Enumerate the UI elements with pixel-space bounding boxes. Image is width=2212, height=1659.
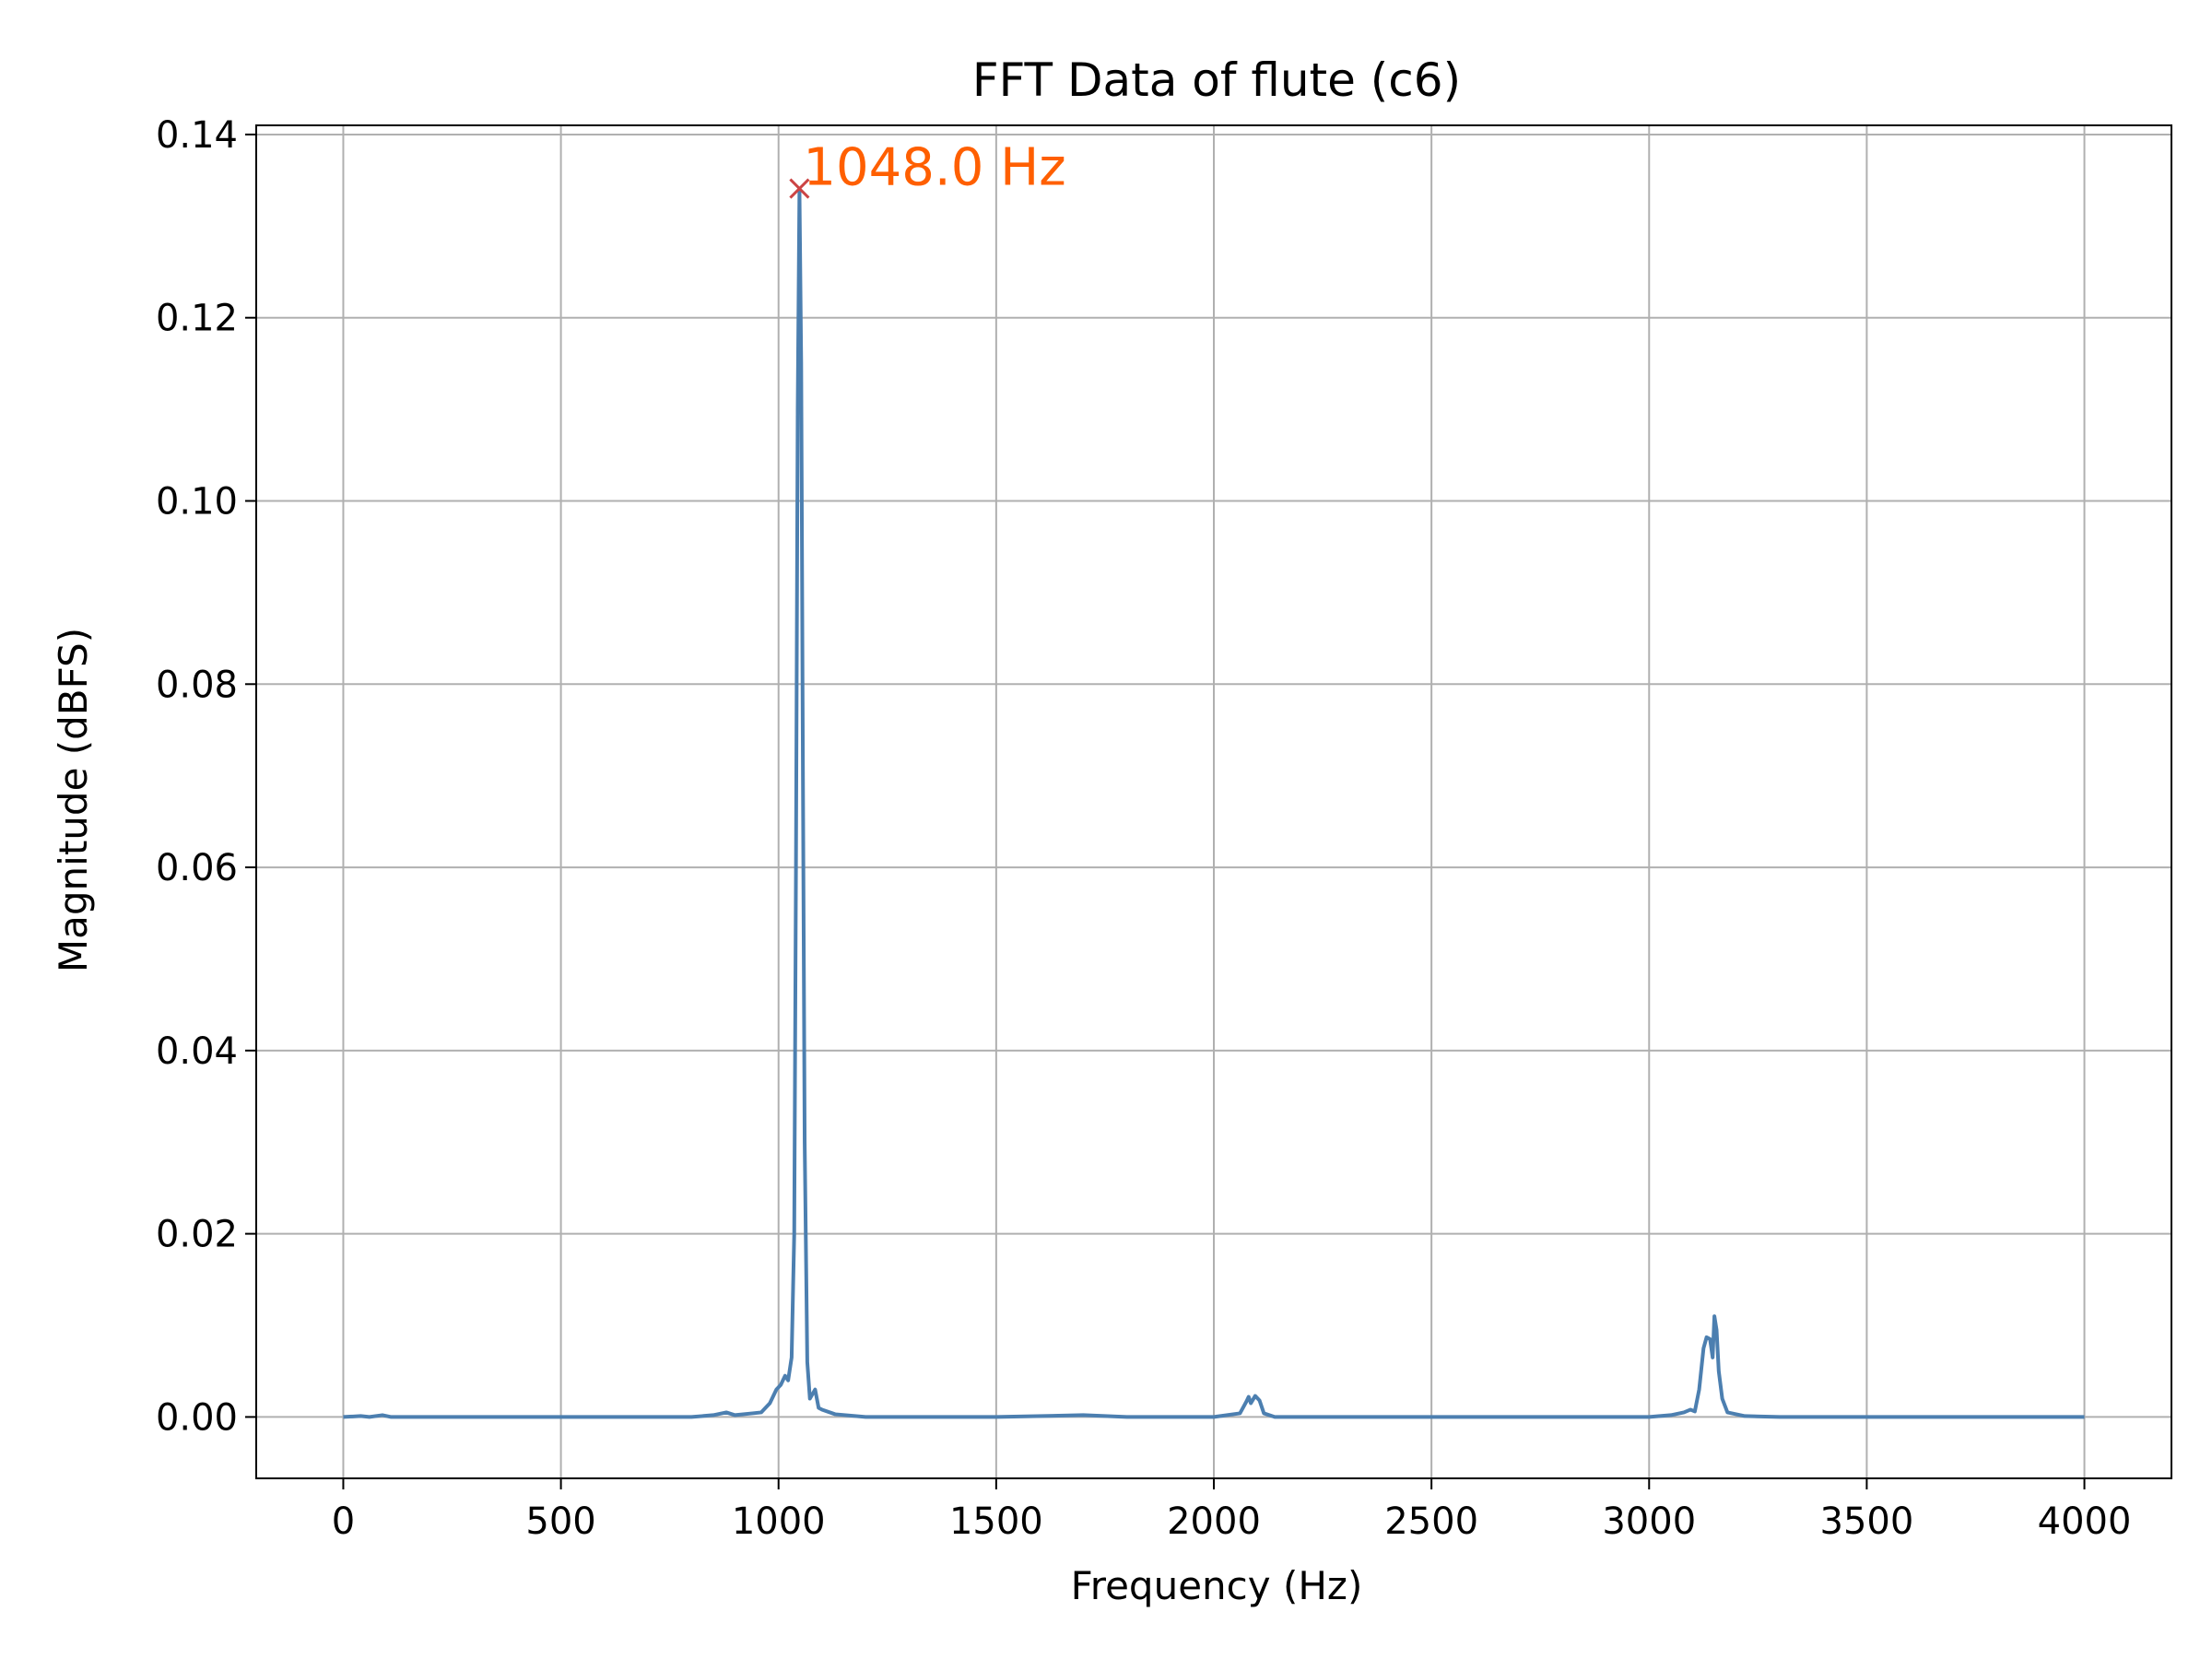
fft-series-line — [343, 187, 2085, 1419]
x-axis-label: Frequency (Hz) — [1071, 1563, 1363, 1608]
x-tick-label: 2500 — [1384, 1500, 1478, 1543]
y-tick-label: 0.06 — [156, 847, 238, 889]
x-tick-label: 2000 — [1167, 1500, 1261, 1543]
x-tick-label: 1000 — [732, 1500, 826, 1543]
y-tick-label: 0.04 — [156, 1030, 238, 1073]
grid — [256, 125, 2171, 1478]
x-tick-label: 3000 — [1602, 1500, 1696, 1543]
peak-annotation-label: 1048.0 Hz — [803, 138, 1065, 198]
ticks: 0 500 1000 1500 2000 2500 3000 3500 4000 0.00 0.02… — [156, 114, 2132, 1543]
x-tick-label: 0 — [332, 1500, 355, 1543]
y-tick-label: 0.12 — [156, 298, 238, 340]
y-tick-label: 0.02 — [156, 1214, 238, 1256]
marker-layer — [789, 178, 810, 199]
y-tick-label: 0.00 — [156, 1396, 238, 1439]
x-tick-label: 500 — [525, 1500, 595, 1543]
y-axis-label: Magnitude (dBFS) — [51, 628, 96, 972]
peak-marker — [789, 178, 810, 199]
y-tick-label: 0.10 — [156, 481, 238, 524]
y-tick-label: 0.14 — [156, 114, 238, 157]
chart-title: FFT Data of flute (c6) — [972, 53, 1461, 107]
x-tick-label: 4000 — [2038, 1500, 2132, 1543]
x-tick-label: 3500 — [1820, 1500, 1914, 1543]
series-layer — [343, 187, 2085, 1419]
y-tick-label: 0.08 — [156, 664, 238, 706]
x-tick-label: 1500 — [949, 1500, 1043, 1543]
